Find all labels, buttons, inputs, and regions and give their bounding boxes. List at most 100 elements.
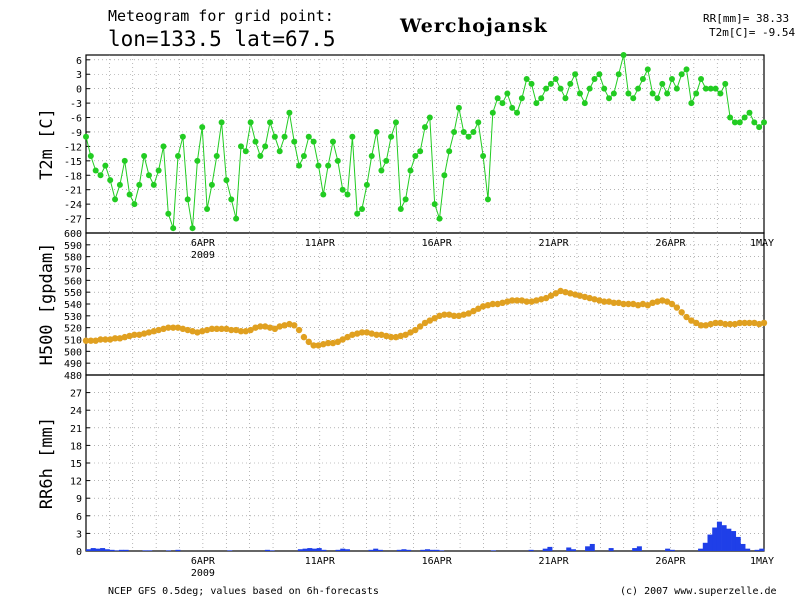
t2m-point xyxy=(349,133,356,140)
rr-bar xyxy=(401,549,407,551)
h500-point xyxy=(460,311,467,318)
y-tick-label: -3 xyxy=(70,99,82,110)
t2m-point xyxy=(267,119,274,126)
h500-point xyxy=(431,315,438,322)
t2m-point xyxy=(392,119,399,126)
y-tick-label: 580 xyxy=(64,253,82,264)
h500-point xyxy=(673,304,681,311)
t2m-point xyxy=(465,133,472,140)
h500-point xyxy=(213,325,220,333)
rr-bar xyxy=(344,549,350,551)
rr-bar xyxy=(439,550,445,551)
h500-point xyxy=(450,312,458,320)
t2m-point xyxy=(170,225,177,232)
h500-point xyxy=(136,331,143,338)
t2m-point xyxy=(378,167,385,174)
h500-point xyxy=(746,319,753,327)
y-tick-label: 520 xyxy=(64,324,82,335)
y-tick-label: 6 xyxy=(76,512,82,523)
t2m-point xyxy=(204,205,211,212)
t2m-point xyxy=(126,191,133,198)
h500-point xyxy=(697,322,705,329)
rr-bar xyxy=(740,543,746,551)
t2m-point xyxy=(678,71,685,78)
t2m-point xyxy=(213,153,220,160)
y-tick-label: 15 xyxy=(70,459,82,470)
h500-point xyxy=(169,324,177,331)
h500-point xyxy=(121,333,128,341)
h500-point xyxy=(421,319,429,327)
x-tick-label: 11APR xyxy=(305,556,336,567)
h500-point xyxy=(305,338,312,346)
h500-point xyxy=(620,300,627,308)
rr-bar xyxy=(227,550,233,551)
h500-point xyxy=(615,299,622,307)
t2m-point xyxy=(475,119,482,126)
h500-point xyxy=(547,292,555,299)
rr-bar xyxy=(759,548,765,551)
h500-point xyxy=(717,319,724,327)
t2m-point xyxy=(431,201,438,208)
y-tick-label: 550 xyxy=(64,288,82,299)
y-tick-label: -9 xyxy=(70,128,82,139)
h500-point xyxy=(688,317,695,324)
rr-bar xyxy=(735,536,741,551)
y-tick-label: 3 xyxy=(76,70,82,81)
y-tick-label: -6 xyxy=(70,114,82,125)
rr-bar xyxy=(542,548,548,551)
h500-point xyxy=(407,329,414,336)
h500-point xyxy=(518,297,526,304)
y-tick-label: 3 xyxy=(76,529,82,540)
t2m-point xyxy=(620,52,627,58)
h500-point xyxy=(630,300,637,308)
h500-point xyxy=(349,331,356,338)
rr-bar xyxy=(589,543,595,551)
h500-point xyxy=(291,322,298,329)
x-tick-label: 21APR xyxy=(539,238,570,249)
t2m-point xyxy=(693,90,700,97)
t2m-point xyxy=(731,119,738,126)
t2m-point xyxy=(635,85,642,92)
h500-point xyxy=(208,325,216,333)
t2m-point xyxy=(281,133,288,140)
t2m-point xyxy=(121,157,128,164)
h500-point xyxy=(223,325,230,333)
h500-point xyxy=(237,328,245,335)
h500-point xyxy=(363,329,371,336)
t2m-point xyxy=(286,109,293,116)
h500-point xyxy=(286,320,293,328)
rr-bar xyxy=(406,549,412,551)
t2m-point xyxy=(208,181,215,188)
rr-bar xyxy=(420,549,426,551)
h500-point xyxy=(203,326,211,334)
y-tick-label: -24 xyxy=(64,200,82,211)
t2m-point xyxy=(761,119,767,126)
t2m-point xyxy=(436,215,443,222)
rr-bar xyxy=(396,549,402,551)
t2m-point xyxy=(102,162,109,169)
y-tick-label: 21 xyxy=(70,424,82,435)
h500-point xyxy=(387,333,395,341)
h500-point xyxy=(523,298,530,305)
h500-point xyxy=(605,298,613,305)
t2m-point xyxy=(325,162,332,169)
h500-point xyxy=(538,296,545,303)
h500-point xyxy=(736,319,743,327)
rr-bar xyxy=(547,546,553,551)
h500-point xyxy=(441,311,448,318)
y-tick-label: 590 xyxy=(64,241,82,252)
h500-point xyxy=(533,297,540,304)
h500-point xyxy=(659,297,666,304)
h500-point xyxy=(722,320,729,328)
h500-point xyxy=(232,326,240,334)
t2m-point xyxy=(155,167,162,174)
rr-bar xyxy=(321,549,327,551)
h500-point xyxy=(479,303,487,310)
t2m-point xyxy=(165,210,172,217)
t2m-point xyxy=(538,95,545,102)
h500-point xyxy=(702,322,710,329)
rr-bar xyxy=(269,550,275,551)
t2m-point xyxy=(83,133,89,140)
h500-point xyxy=(760,319,768,327)
t2m-point xyxy=(756,124,763,131)
